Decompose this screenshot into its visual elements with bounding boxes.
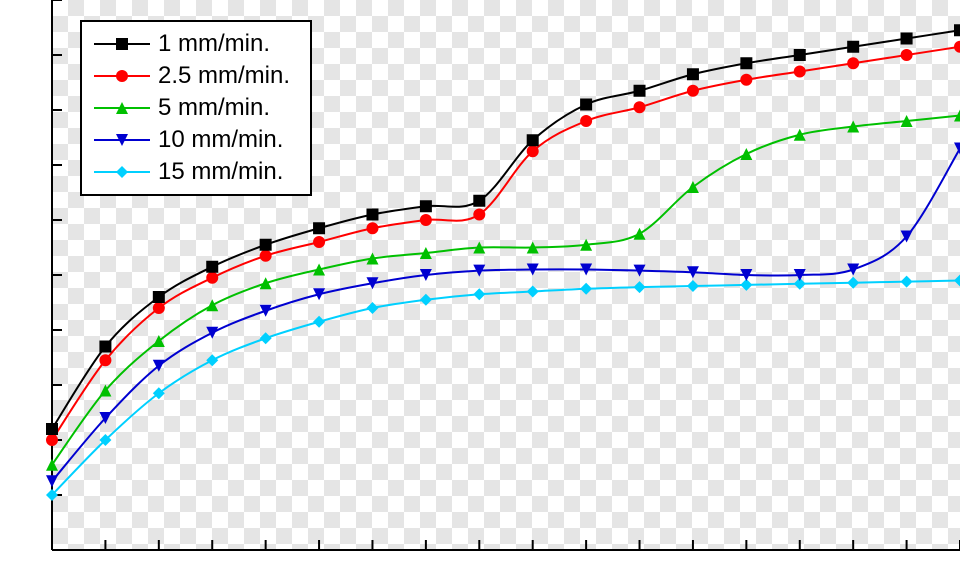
legend-swatch [92, 128, 152, 152]
legend-label: 10 mm/min. [158, 126, 283, 154]
legend-row: 15 mm/min. [92, 156, 298, 188]
legend-row: 10 mm/min. [92, 124, 298, 156]
legend-swatch [92, 64, 152, 88]
legend-label: 5 mm/min. [158, 94, 270, 122]
legend-row: 2.5 mm/min. [92, 60, 298, 92]
legend-label: 1 mm/min. [158, 30, 270, 58]
legend-label: 2.5 mm/min. [158, 62, 290, 90]
legend-row: 1 mm/min. [92, 28, 298, 60]
line-chart: 1 mm/min. 2.5 mm/min. 5 mm/min. 10 mm/min. 1… [0, 0, 960, 565]
legend-row: 5 mm/min. [92, 92, 298, 124]
legend-swatch [92, 160, 152, 184]
legend-label: 15 mm/min. [158, 158, 283, 186]
legend-swatch [92, 96, 152, 120]
legend-swatch [92, 32, 152, 56]
legend: 1 mm/min. 2.5 mm/min. 5 mm/min. 10 mm/min. 1… [80, 20, 312, 196]
